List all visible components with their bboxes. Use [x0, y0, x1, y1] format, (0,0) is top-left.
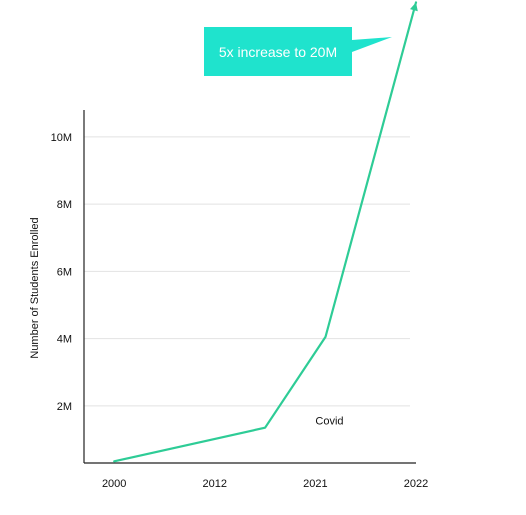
series-line-0 — [113, 1, 418, 463]
callout-text: 5x increase to 20M — [219, 44, 337, 60]
y-tick-label-4: 10M — [51, 132, 72, 144]
x-tick-label-0: 2000 — [102, 478, 126, 490]
covid-annotation: Covid — [315, 415, 343, 427]
x-tick-label-2: 2021 — [303, 478, 327, 490]
y-tick-label-0: 2M — [57, 401, 72, 413]
callout: 5x increase to 20M — [204, 27, 392, 76]
x-tick-labels: 2000 2012 2021 2022 — [102, 478, 428, 490]
x-tick-label-3: 2022 — [404, 478, 428, 490]
series-layer — [113, 1, 418, 463]
y-axis-label: Number of Students Enrolled — [29, 217, 41, 358]
y-tick-label-3: 8M — [57, 199, 72, 211]
y-tick-label-2: 6M — [57, 266, 72, 278]
axes — [83, 110, 416, 464]
y-tick-labels: 2M 4M 6M 8M 10M — [51, 132, 72, 413]
y-tick-label-1: 4M — [57, 334, 72, 346]
grid-lines — [84, 136, 410, 407]
series-arrowhead-0 — [410, 2, 418, 12]
x-tick-label-1: 2012 — [203, 478, 227, 490]
callout-box — [204, 27, 392, 76]
